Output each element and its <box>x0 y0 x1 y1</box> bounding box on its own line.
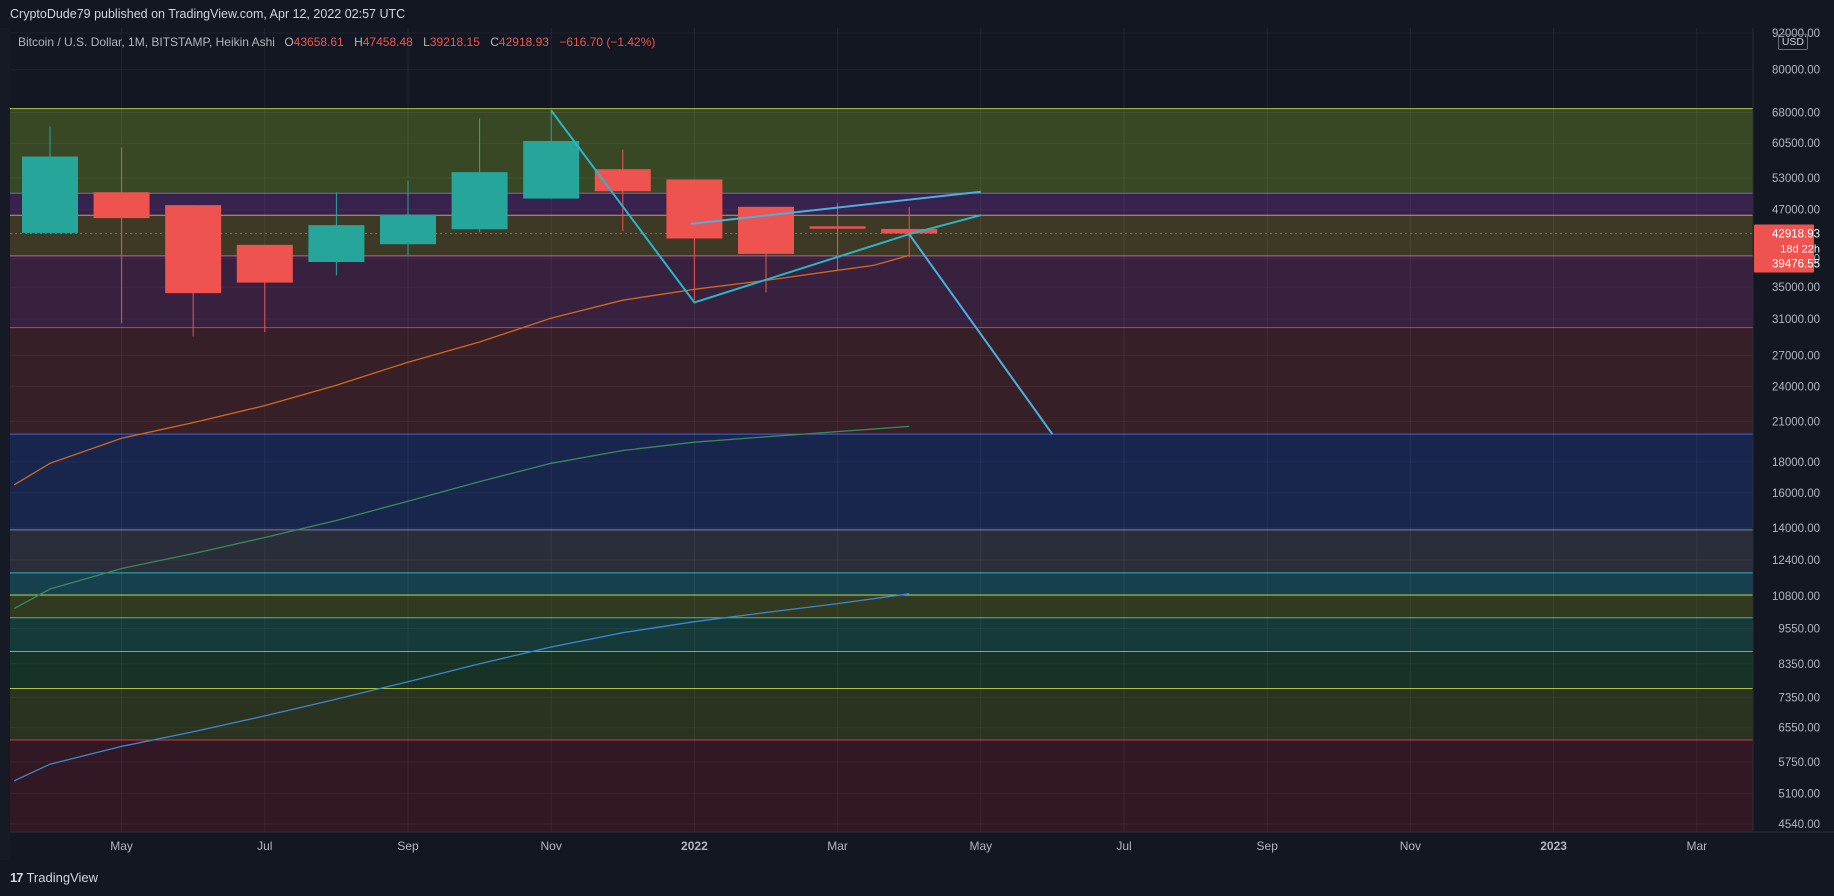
time-tick-label: Jul <box>1116 839 1131 853</box>
price-tick-label: 35000.00 <box>1772 282 1820 294</box>
time-tick-label: 2022 <box>681 839 708 853</box>
zone-band <box>10 617 1753 652</box>
close-label: C <box>490 35 499 49</box>
moving-average-line <box>13 254 910 486</box>
price-tick-label: 8350.00 <box>1778 659 1820 671</box>
price-tick-label: 18000.00 <box>1772 457 1820 469</box>
candle-body <box>236 244 293 283</box>
zone-band <box>10 193 1753 216</box>
price-tick-label: 4540.00 <box>1778 819 1820 831</box>
price-axis-panel <box>1753 28 1834 860</box>
currency-badge[interactable]: USD <box>1777 34 1808 50</box>
candle-body <box>881 228 938 234</box>
chart-area[interactable]: 92000.00 80000.00 68000.00 60500.00 53000.00… <box>10 28 1834 860</box>
open-value: 43658.61 <box>293 35 344 49</box>
price-tick-label: 53000.00 <box>1772 173 1820 185</box>
moving-average-line <box>13 593 910 782</box>
low-marker-label: 39476.55 <box>1772 258 1820 270</box>
price-tick-label: 5100.00 <box>1778 788 1820 800</box>
candle-body <box>165 205 222 294</box>
time-axis-panel <box>10 832 1834 860</box>
zone-band <box>10 651 1753 689</box>
zone-band <box>10 594 1753 618</box>
price-tick-label: 27000.00 <box>1772 350 1820 362</box>
price-tick-label: 80000.00 <box>1772 65 1820 77</box>
zone-band <box>10 215 1753 256</box>
top-bar: CryptoDude79 published on TradingView.co… <box>0 0 1834 28</box>
plot-background <box>10 28 1753 832</box>
tradingview-logo-text: TradingView <box>26 870 99 885</box>
price-tick-label: 24000.00 <box>1772 381 1820 393</box>
candle-body <box>308 225 365 263</box>
candle-body <box>380 214 436 245</box>
time-tick-label: May <box>969 839 992 853</box>
time-tick-label: 2023 <box>1540 839 1567 853</box>
trend-drawing <box>690 190 981 225</box>
tradingview-logo-icon: 17 <box>10 870 24 885</box>
candle-body <box>809 226 866 229</box>
price-tick-label: 14000.00 <box>1772 523 1820 535</box>
time-tick-label: Nov <box>1400 839 1421 853</box>
price-tick-label: 12400.00 <box>1772 555 1820 567</box>
zone-band <box>10 529 1753 573</box>
time-tick-label: Mar <box>827 839 848 853</box>
zone-band <box>10 572 1753 595</box>
price-tick-label: 10800.00 <box>1772 591 1820 603</box>
price-tick-label: 21000.00 <box>1772 416 1820 428</box>
trend-drawing <box>908 233 1054 435</box>
price-tick-label: 9550.00 <box>1778 624 1820 636</box>
time-tick-label: Sep <box>1257 839 1279 853</box>
change-value: −616.70 (−1.42%) <box>559 35 656 49</box>
countdown-label: 18d 22h <box>1780 243 1820 255</box>
zone-band <box>10 255 1753 328</box>
time-tick-label: Jul <box>257 839 272 853</box>
price-tick-label: 5750.00 <box>1778 757 1820 769</box>
time-tick-label: May <box>110 839 133 853</box>
publish-info: CryptoDude79 published on TradingView.co… <box>10 7 406 21</box>
bottom-bar: 17 TradingView <box>0 860 1834 896</box>
price-tick-label: 7350.00 <box>1778 692 1820 704</box>
price-tick-label: 6550.00 <box>1778 723 1820 735</box>
zone-band <box>10 327 1753 435</box>
candle-body <box>451 172 508 230</box>
close-value: 42918.93 <box>498 35 549 49</box>
price-tick-label: 47000.00 <box>1772 205 1820 217</box>
tradingview-logo[interactable]: 17 TradingView <box>10 870 98 885</box>
price-tick-label: 68000.00 <box>1772 107 1820 119</box>
time-tick-label: Nov <box>541 839 562 853</box>
zone-band <box>10 108 1753 194</box>
candle-body <box>594 169 651 192</box>
time-tick-label: Mar <box>1686 839 1707 853</box>
symbol-title: Bitcoin / U.S. Dollar, 1M, BITSTAMP, Hei… <box>18 35 275 49</box>
candle-body <box>22 156 78 233</box>
price-tick-label: 60500.00 <box>1772 138 1820 150</box>
candle-body <box>523 141 580 199</box>
time-tick-label: Sep <box>397 839 419 853</box>
high-value: 47458.48 <box>362 35 413 49</box>
moving-average-line <box>13 425 910 610</box>
candle-body <box>93 192 150 219</box>
zone-band <box>10 739 1753 845</box>
price-tick-label: 31000.00 <box>1772 314 1820 326</box>
chart-canvas[interactable]: 92000.0080000.0068000.0060500.0053000.00… <box>10 28 1834 860</box>
symbol-legend: Bitcoin / U.S. Dollar, 1M, BITSTAMP, Hei… <box>18 35 662 49</box>
open-label: O <box>284 35 294 49</box>
last-price-marker <box>1754 224 1814 273</box>
price-tick-label: 16000.00 <box>1772 488 1820 500</box>
zone-band <box>10 434 1753 530</box>
trend-drawing <box>550 109 982 304</box>
high-label: H <box>354 35 363 49</box>
low-label: L <box>423 35 430 49</box>
low-value: 39218.15 <box>429 35 480 49</box>
candle-body <box>666 179 723 239</box>
last-price-label: 42918.93 <box>1772 228 1820 240</box>
zone-band <box>10 688 1753 740</box>
